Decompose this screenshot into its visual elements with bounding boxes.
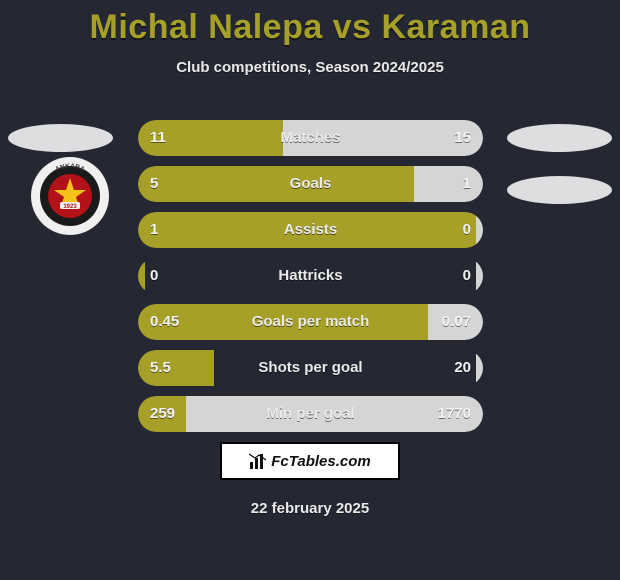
bar-right-value: 1770 <box>426 396 483 432</box>
bar-left-value: 11 <box>138 120 178 156</box>
bar-row: 51Goals <box>138 166 483 202</box>
player-right-placeholder-icon <box>507 124 612 152</box>
page-subtitle: Club competitions, Season 2024/2025 <box>0 59 620 76</box>
bar-right-value: 1 <box>451 166 483 202</box>
bar-right-value: 0 <box>451 258 483 294</box>
bar-metric-label: Hattricks <box>138 258 483 294</box>
bar-left-value: 0.45 <box>138 304 191 340</box>
bar-left-value: 259 <box>138 396 187 432</box>
bar-left-fill <box>138 212 476 248</box>
bar-right-value: 20 <box>442 350 483 386</box>
bar-row: 1115Matches <box>138 120 483 156</box>
date-label: 22 february 2025 <box>0 500 620 517</box>
bar-row: 0.450.07Goals per match <box>138 304 483 340</box>
club-year: 1923 <box>63 204 77 210</box>
source-label: FcTables.com <box>271 453 370 470</box>
source-badge: FcTables.com <box>220 442 400 480</box>
club-left-logo-icon: 1923 ANKARA <box>30 156 110 236</box>
bar-right-value: 15 <box>442 120 483 156</box>
comparison-bars: 1115Matches51Goals10Assists00Hattricks0.… <box>138 120 483 442</box>
bar-row: 10Assists <box>138 212 483 248</box>
bar-left-value: 5 <box>138 166 170 202</box>
bar-right-value: 0 <box>451 212 483 248</box>
bar-row: 0 0Hattricks <box>138 258 483 294</box>
bar-left-fill <box>138 166 414 202</box>
bar-left-value: 5.5 <box>138 350 183 386</box>
chart-bars-icon <box>249 452 267 470</box>
bar-right-value: 0.07 <box>430 304 483 340</box>
bar-left-value: 1 <box>138 212 170 248</box>
club-right-placeholder-icon <box>507 176 612 204</box>
bar-row: 2591770Min per goal <box>138 396 483 432</box>
bar-left-value: 0 <box>138 258 170 294</box>
bar-row: 5.520Shots per goal <box>138 350 483 386</box>
player-left-placeholder-icon <box>8 124 113 152</box>
page-title: Michal Nalepa vs Karaman <box>0 0 620 47</box>
